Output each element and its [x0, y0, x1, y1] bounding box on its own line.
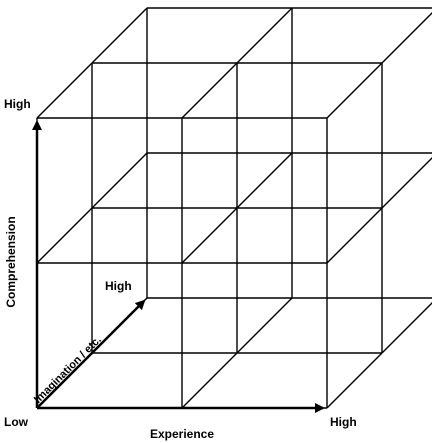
- lattice-line: [91, 7, 148, 64]
- lattice-line: [181, 62, 238, 119]
- lattice-line: [326, 352, 383, 409]
- lattice-line: [381, 157, 432, 209]
- lattice-line: [181, 207, 238, 264]
- z-high-label: High: [105, 279, 132, 293]
- lattice-line: [326, 207, 383, 264]
- lattice-line: [36, 62, 93, 119]
- lattice-line: [381, 302, 432, 354]
- lattice-line: [236, 297, 293, 354]
- origin-label: Low: [4, 415, 29, 429]
- lattice-line: [381, 12, 432, 64]
- lattice-line: [91, 152, 148, 209]
- lattice-line: [181, 352, 238, 409]
- lattice-line: [236, 7, 293, 64]
- y-high-label: High: [4, 97, 31, 111]
- lattice-line: [236, 152, 293, 209]
- lattice-line: [36, 207, 93, 264]
- z-axis-label: Imagination / etc.: [32, 334, 104, 406]
- z-axis-arrow: [36, 299, 146, 409]
- x-axis-label: Experience: [150, 427, 214, 441]
- x-high-label: High: [330, 415, 357, 429]
- lattice-line: [326, 62, 383, 119]
- y-axis-label: Comprehension: [4, 216, 18, 307]
